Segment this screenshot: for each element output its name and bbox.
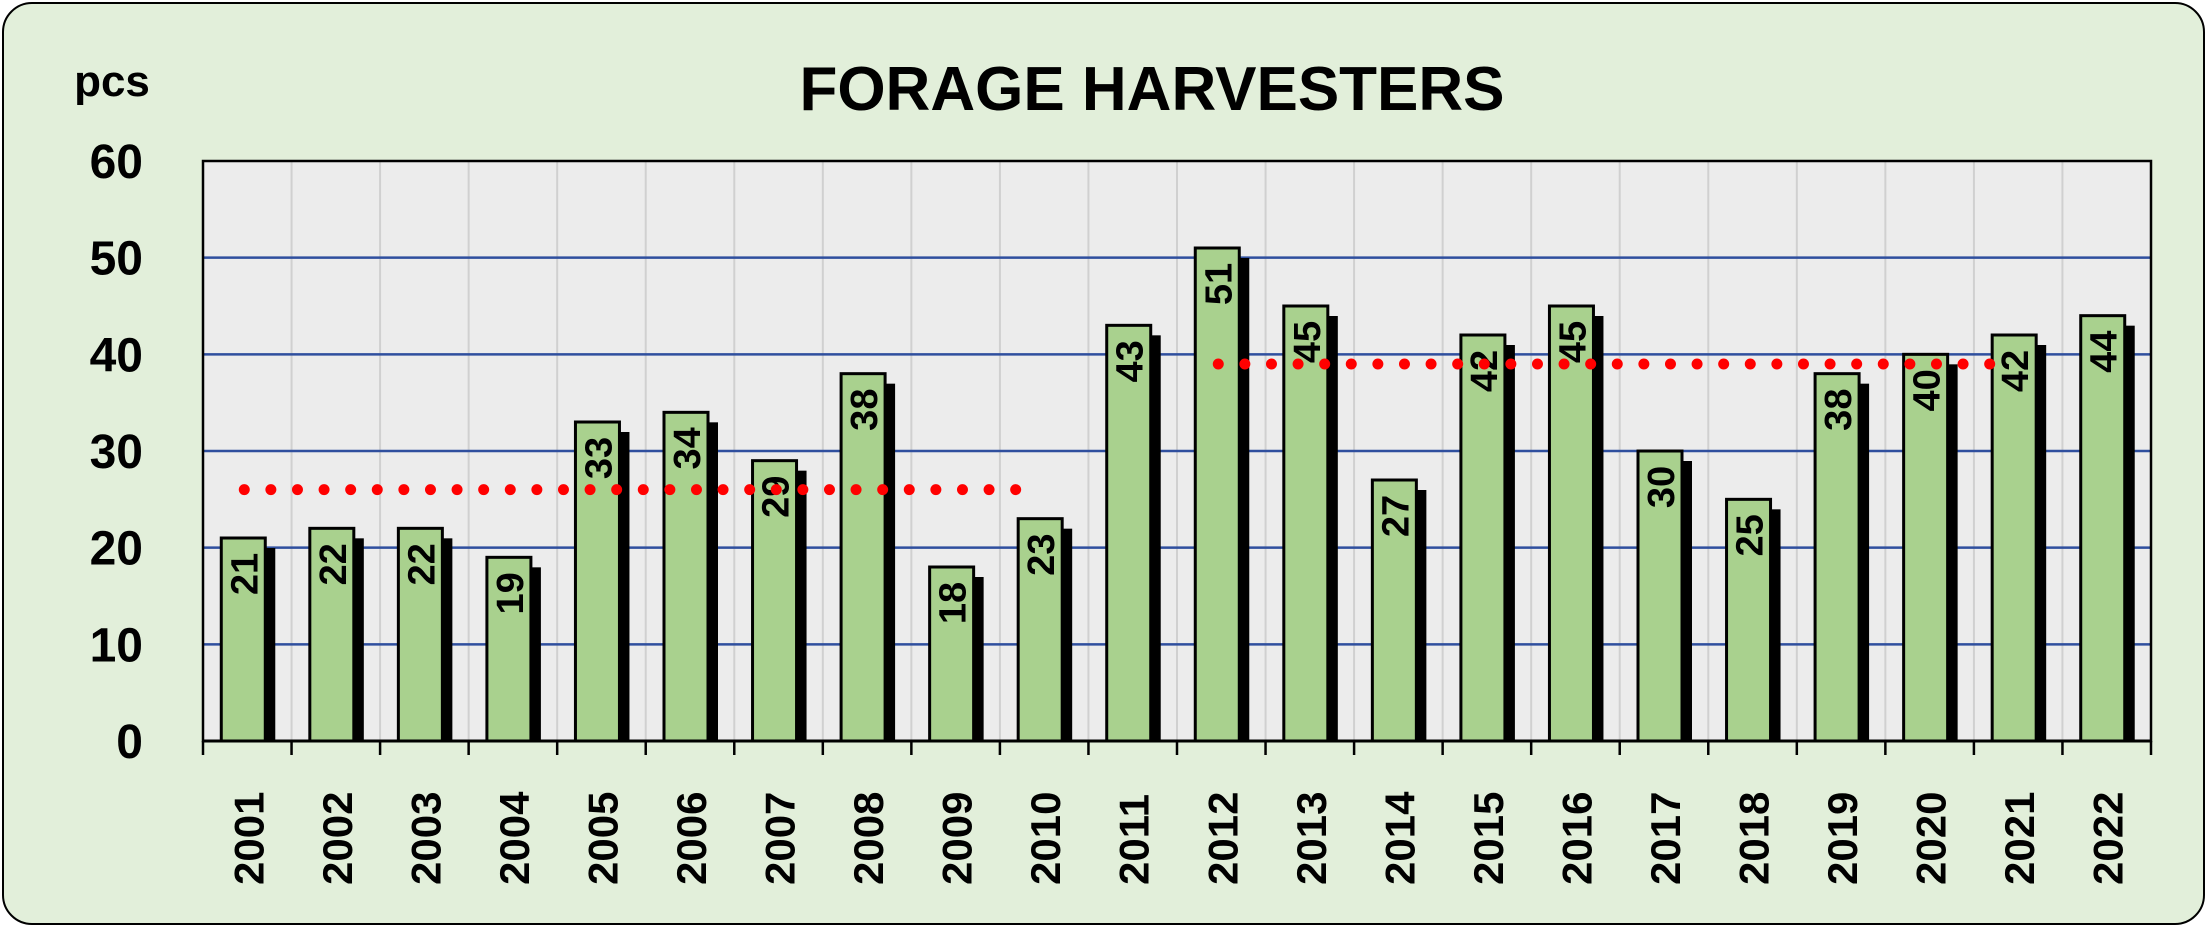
bar-value-label: 22 xyxy=(313,543,355,585)
bar-value-label: 22 xyxy=(401,543,443,585)
bar-value-label: 51 xyxy=(1198,263,1240,305)
y-tick-label: 40 xyxy=(90,329,143,382)
bar-value-label: 19 xyxy=(490,572,532,614)
bar xyxy=(1547,304,1595,743)
bar xyxy=(1459,333,1507,743)
x-tick-label: 2012 xyxy=(1199,792,1246,885)
bar xyxy=(1813,372,1861,743)
bar xyxy=(1193,246,1241,743)
x-tick-label: 2021 xyxy=(1996,792,2043,885)
bar-value-label: 21 xyxy=(224,553,266,595)
bar xyxy=(2079,314,2127,743)
x-tick-label: 2011 xyxy=(1111,794,1158,885)
x-tick-label: 2013 xyxy=(1288,792,1335,885)
x-tick-label: 2006 xyxy=(668,792,715,885)
bar xyxy=(662,410,710,743)
y-tick-label: 60 xyxy=(90,136,143,189)
bar-value-label: 44 xyxy=(2084,331,2126,373)
x-tick-label: 2016 xyxy=(1553,792,1600,885)
x-tick-label: 2010 xyxy=(1022,792,1069,885)
bar-value-label: 42 xyxy=(1464,350,1506,392)
bar-value-label: 45 xyxy=(1552,321,1594,363)
y-axis-label: pcs xyxy=(74,57,150,106)
y-tick-label: 50 xyxy=(90,233,143,286)
bar-value-label: 38 xyxy=(1818,389,1860,431)
bar-value-label: 33 xyxy=(578,437,620,479)
bar xyxy=(1725,497,1773,743)
bar-value-label: 43 xyxy=(1110,340,1152,382)
x-tick-label: 2007 xyxy=(757,792,804,885)
bar-value-label: 40 xyxy=(1907,369,1949,411)
x-tick-label: 2001 xyxy=(225,792,272,885)
plot-area: 0 10 20 30 40 50 60 21 22 22 19 33 34 29 38 18 23 43 51 45 2… xyxy=(90,136,2153,885)
bar-value-label: 45 xyxy=(1287,321,1329,363)
bar-value-label: 29 xyxy=(756,476,798,518)
x-tick-label: 2022 xyxy=(2085,792,2132,885)
chart-title: FORAGE HARVESTERS xyxy=(799,55,1504,124)
x-tick-label: 2002 xyxy=(314,792,361,885)
x-tick-label: 2018 xyxy=(1731,792,1778,885)
x-tick-label: 2017 xyxy=(1642,792,1689,885)
x-tick-label: 2014 xyxy=(1376,791,1423,885)
bar-value-label: 42 xyxy=(1995,350,2037,392)
x-tick-label: 2009 xyxy=(934,792,981,885)
x-tick-label: 2005 xyxy=(579,792,626,885)
x-tick-label: 2003 xyxy=(402,792,449,885)
x-tick-label: 2008 xyxy=(845,792,892,885)
y-tick-label: 10 xyxy=(90,619,143,672)
x-tick-label: 2019 xyxy=(1819,792,1866,885)
bar xyxy=(839,372,887,743)
bar-value-label: 34 xyxy=(667,427,709,469)
bar-value-label: 23 xyxy=(1021,534,1063,576)
y-tick-label: 30 xyxy=(90,426,143,479)
bar xyxy=(1105,323,1153,743)
bar xyxy=(1370,478,1418,743)
x-tick-label: 2015 xyxy=(1465,792,1512,885)
bar-value-label: 38 xyxy=(844,389,886,431)
bar xyxy=(1990,333,2038,743)
bar-value-label: 18 xyxy=(933,582,975,624)
bar-value-label: 27 xyxy=(1375,495,1417,537)
bar xyxy=(219,536,267,743)
x-tick-label: 2020 xyxy=(1908,792,1955,885)
bar xyxy=(1016,517,1064,743)
x-tick-label: 2004 xyxy=(491,791,538,885)
bar xyxy=(1282,304,1330,743)
bar xyxy=(1902,352,1950,743)
bar-value-label: 30 xyxy=(1641,466,1683,508)
bar xyxy=(308,526,356,743)
y-tick-label: 0 xyxy=(116,716,143,769)
bar xyxy=(396,526,444,743)
bar xyxy=(751,459,799,743)
bar-value-label: 25 xyxy=(1730,514,1772,556)
y-tick-label: 20 xyxy=(90,523,143,576)
